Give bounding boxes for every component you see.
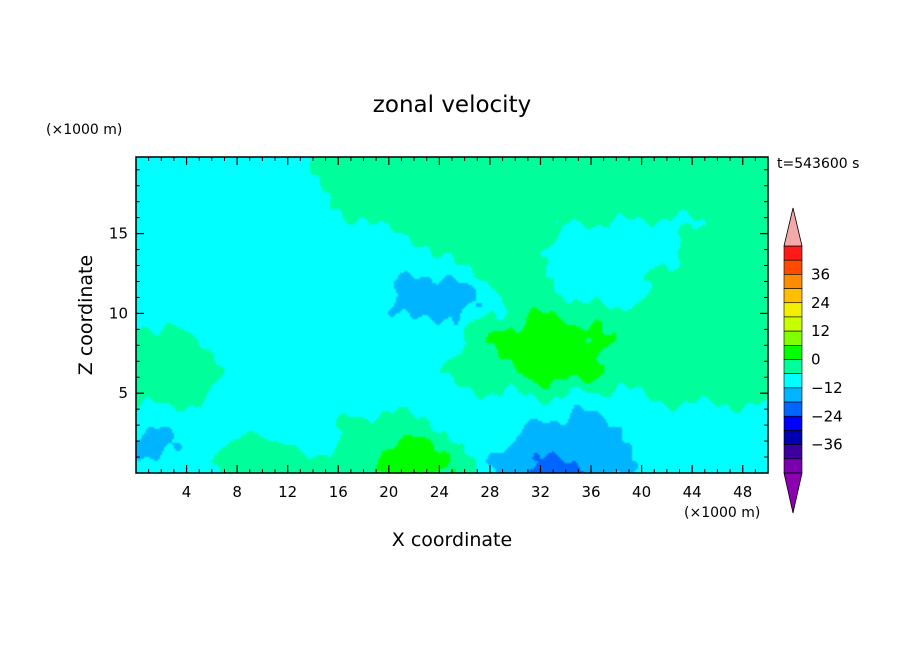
colorbar-swatch	[783, 245, 803, 261]
x-unit-label: (×1000 m)	[684, 505, 760, 521]
colorbar-over-arrow	[783, 207, 803, 247]
y-tick-label: 15	[109, 225, 128, 243]
x-tick-label: 36	[581, 483, 600, 501]
colorbar-tick-label: 36	[811, 265, 830, 283]
time-label: t=543600 s	[777, 156, 859, 172]
colorbar-tick-label: 24	[811, 294, 830, 312]
colorbar-swatch	[783, 288, 803, 304]
colorbar-swatch	[783, 345, 803, 360]
colorbar-swatch	[783, 259, 803, 275]
velocity-field	[136, 157, 768, 473]
colorbar-tick-label: −24	[811, 407, 843, 425]
x-tick-label: 8	[232, 483, 242, 501]
x-tick-label: 24	[430, 483, 449, 501]
colorbar-swatch	[783, 458, 803, 474]
x-tick-label: 28	[480, 483, 499, 501]
colorbar-tick-label: −12	[811, 379, 843, 397]
chart-title: zonal velocity	[373, 92, 531, 118]
y-axis-label: Z coordinate	[75, 255, 97, 375]
x-ticks: 4 8 12 16 20 24 28 32 36 40 44 48	[148, 157, 756, 501]
colorbar-tick-label: −36	[811, 436, 843, 454]
y-tick-label: 10	[109, 304, 128, 322]
y-unit-label: (×1000 m)	[46, 122, 122, 138]
colorbar-swatch	[783, 373, 803, 389]
y-ticks: 5 10 15	[109, 169, 768, 458]
x-tick-label: 20	[379, 483, 398, 501]
x-tick-label: 12	[278, 483, 297, 501]
x-tick-label: 32	[531, 483, 550, 501]
y-tick-label: 5	[118, 384, 128, 402]
colorbar-swatch	[783, 387, 803, 403]
colorbar-under-arrow	[783, 472, 803, 514]
plot-frame	[135, 156, 769, 474]
x-tick-label: 4	[182, 483, 192, 501]
colorbar-tick-label: 0	[811, 351, 821, 369]
x-tick-label: 16	[329, 483, 348, 501]
x-tick-label: 48	[733, 483, 752, 501]
x-tick-label: 44	[683, 483, 702, 501]
colorbar-swatch	[783, 359, 803, 374]
x-tick-label: 40	[632, 483, 651, 501]
colorbar-swatch	[783, 444, 803, 460]
colorbar-swatch	[783, 302, 803, 318]
colorbar-tick-label: 12	[811, 322, 830, 340]
colorbar-swatch	[783, 430, 803, 445]
colorbar-swatch	[783, 401, 803, 417]
colorbar-swatch	[783, 415, 803, 431]
colorbar: 36 24 12 0 −12 −24 −36	[783, 207, 843, 514]
colorbar-swatch	[783, 316, 803, 332]
plot-area	[136, 157, 768, 473]
colorbar-swatch	[783, 330, 803, 346]
colorbar-swatch	[783, 274, 803, 289]
x-axis-label: X coordinate	[392, 529, 512, 551]
